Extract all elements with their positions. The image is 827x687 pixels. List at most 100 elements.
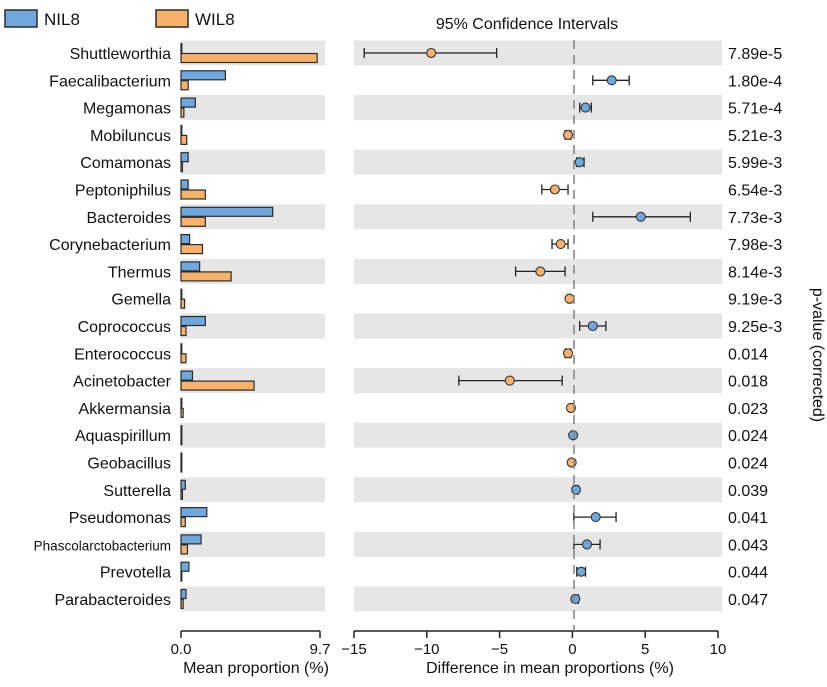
bar-wil8 — [180, 598, 184, 610]
diff-point — [606, 75, 617, 86]
bar-nil8 — [180, 288, 183, 299]
diff-point — [549, 184, 560, 195]
bar-nil8 — [180, 507, 208, 518]
right-tick-label: −15 — [341, 641, 366, 658]
bar-nil8 — [180, 234, 191, 245]
taxon-label: Pseudomonas — [69, 510, 171, 527]
left-axis-label: Mean proportion (%) — [183, 660, 329, 677]
p-value: 6.54e-3 — [728, 183, 782, 200]
p-value: 0.041 — [728, 510, 768, 527]
bar-wil8 — [180, 189, 206, 200]
taxon-label: Gemella — [111, 292, 171, 309]
bar-nil8 — [180, 179, 189, 190]
p-value: 0.044 — [728, 565, 768, 582]
bar-wil8 — [180, 353, 187, 364]
bar-nil8 — [180, 124, 183, 136]
right-tick-label: 5 — [641, 641, 649, 658]
row-stripe-right — [354, 422, 722, 448]
bar-nil8 — [180, 479, 186, 490]
taxon-label: Mobiluncus — [90, 128, 171, 145]
diff-point — [565, 402, 576, 413]
row-stripe-left — [181, 422, 325, 448]
diff-point — [590, 512, 601, 523]
p-value: 7.89e-5 — [728, 46, 782, 63]
p-value: 5.21e-3 — [728, 128, 782, 145]
bar-wil8 — [180, 462, 183, 473]
diff-point — [568, 430, 579, 441]
taxon-label: Thermus — [108, 264, 171, 281]
p-value: 5.99e-3 — [728, 155, 782, 172]
p-value: 9.25e-3 — [728, 319, 782, 336]
taxon-label: Peptoniphilus — [75, 183, 171, 200]
bar-nil8 — [180, 70, 227, 81]
right-axis-label: Difference in mean proportions (%) — [426, 660, 674, 677]
p-value: 0.039 — [728, 483, 768, 500]
taxon-label: Geobacillus — [87, 456, 171, 473]
taxon-label: Faecalibacterium — [49, 73, 171, 90]
bar-wil8 — [180, 107, 185, 118]
p-value: 5.71e-4 — [728, 101, 782, 118]
bar-nil8 — [180, 425, 183, 436]
bar-wil8 — [180, 489, 184, 500]
row-stripe-left — [181, 586, 325, 612]
legend-label-wil8: WIL8 — [195, 10, 235, 29]
diff-point — [562, 129, 574, 140]
taxon-label: Megamonas — [83, 101, 171, 118]
row-stripe-right — [354, 586, 722, 612]
bar-wil8 — [180, 571, 183, 582]
bar-nil8 — [180, 97, 196, 108]
p-value: 0.024 — [728, 456, 768, 473]
taxon-label: Akkermansia — [79, 401, 172, 418]
taxon-label: Comamonas — [80, 155, 171, 172]
bar-wil8 — [180, 380, 255, 391]
mean-proportion-bars — [180, 42, 318, 610]
legend-swatch-wil8 — [155, 9, 189, 28]
bar-nil8 — [180, 42, 183, 54]
p-value: 7.73e-3 — [728, 210, 782, 227]
right-tick-label: −5 — [491, 641, 508, 658]
p-value: 0.024 — [728, 428, 768, 445]
bar-nil8 — [180, 343, 183, 354]
confidence-interval-markers — [363, 47, 691, 605]
left-tick-label: 0.0 — [171, 641, 192, 658]
left-x-axis: 0.0 9.7 Mean proportion (%) — [171, 630, 330, 677]
p-value: 0.018 — [728, 374, 768, 391]
left-axis-ticks: 0.0 9.7 — [171, 631, 330, 658]
row-stripe-right — [354, 313, 722, 339]
taxon-label: Aquaspirillum — [75, 428, 171, 445]
row-stripe-left — [181, 149, 325, 175]
bar-nil8 — [180, 561, 190, 572]
diff-point — [570, 484, 582, 495]
taxon-label: Parabacteroides — [54, 592, 171, 609]
row-stripe-right — [354, 531, 722, 557]
taxon-label: Shuttleworthia — [70, 46, 171, 63]
pvalue-axis-label: p-value (corrected) — [809, 288, 826, 422]
row-stripe-right — [354, 149, 722, 175]
bar-wil8 — [180, 435, 183, 446]
bar-wil8 — [180, 516, 186, 528]
bar-nil8 — [180, 152, 189, 163]
diff-point — [535, 266, 546, 277]
row-stripe-left — [181, 531, 325, 557]
bar-wil8 — [180, 407, 184, 418]
taxon-label: Prevotella — [100, 565, 171, 582]
p-value: 0.014 — [728, 346, 768, 363]
row-stripe-left — [181, 477, 325, 503]
bar-nil8 — [180, 588, 187, 600]
bar-nil8 — [180, 261, 201, 272]
row-stripe-right — [354, 95, 722, 121]
p-value: 0.043 — [728, 537, 768, 554]
bar-wil8 — [180, 162, 184, 173]
diff-point — [580, 102, 591, 113]
diff-point — [576, 566, 587, 577]
p-value: 7.98e-3 — [728, 237, 782, 254]
bar-wil8 — [180, 271, 232, 282]
bar-wil8 — [180, 298, 186, 309]
diff-point — [504, 375, 515, 386]
row-stripes — [181, 40, 722, 612]
p-value: 8.14e-3 — [728, 264, 782, 281]
diff-point — [581, 539, 593, 550]
p-value: 0.023 — [728, 401, 768, 418]
bar-nil8 — [180, 370, 194, 381]
